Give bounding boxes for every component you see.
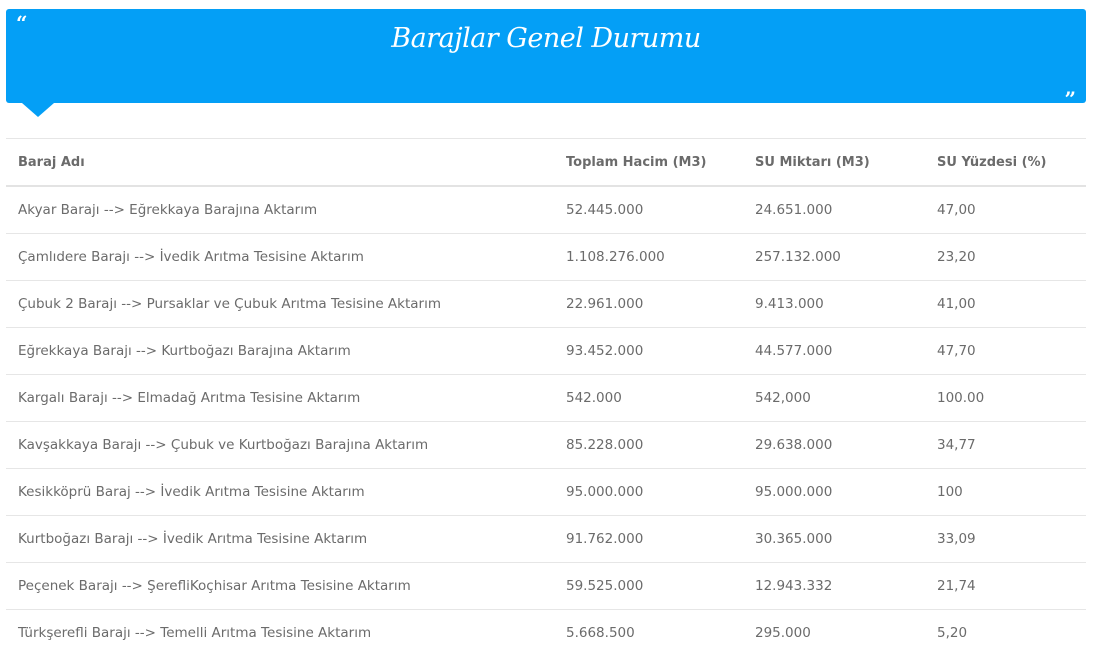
table-row: Çamlıdere Barajı --> İvedik Arıtma Tesis… [6,233,1086,281]
table-row: Çubuk 2 Barajı --> Pursaklar ve Çubuk Ar… [6,280,1086,328]
dam-name-cell: Çamlıdere Barajı --> İvedik Arıtma Tesis… [6,233,554,281]
dam-name-cell: Kesikköprü Baraj --> İvedik Arıtma Tesis… [6,468,554,516]
total-volume-cell: 59.525.000 [554,562,743,610]
water-percent-cell: 100.00 [925,374,1086,422]
water-amount-cell: 9.413.000 [743,280,925,328]
water-percent-cell: 5,20 [937,625,968,641]
water-percent-cell: 41,00 [925,280,1086,328]
column-header-total-volume: Toplam Hacim (M3) [554,138,743,187]
water-percent-cell: 100 [925,468,1086,516]
total-volume-cell: 5.668.500 [566,625,635,641]
total-volume-cell: 542.000 [554,374,743,422]
table-row: Kesikköprü Baraj --> İvedik Arıtma Tesis… [6,468,1086,516]
water-percent-cell: 47,00 [925,186,1086,234]
dam-name-cell: Kargalı Barajı --> Elmadağ Arıtma Tesisi… [6,374,554,422]
column-header-name: Baraj Adı [6,138,554,187]
table-row: Eğrekkaya Barajı --> Kurtboğazı Barajına… [6,327,1086,375]
table-row: Akyar Barajı --> Eğrekkaya Barajına Akta… [6,186,1086,234]
close-quote-icon: ” [1064,87,1076,111]
dams-table: Baraj Adı Toplam Hacim (M3) SU Miktarı (… [6,138,1086,656]
dam-name-cell: Kavşakkaya Barajı --> Çubuk ve Kurtboğaz… [6,421,554,469]
water-amount-cell: 95.000.000 [743,468,925,516]
dam-name-cell: Türkşerefli Barajı --> Temelli Arıtma Te… [18,625,372,641]
water-amount-cell: 257.132.000 [743,233,925,281]
dam-name-cell: Çubuk 2 Barajı --> Pursaklar ve Çubuk Ar… [6,280,554,328]
water-percent-cell: 21,74 [925,562,1086,610]
water-amount-cell: 30.365.000 [743,515,925,563]
water-amount-cell: 24.651.000 [743,186,925,234]
table-row: Kargalı Barajı --> Elmadağ Arıtma Tesisi… [6,374,1086,422]
table-row: Kurtboğazı Barajı --> İvedik Arıtma Tesi… [6,515,1086,563]
table-row: Türkşerefli Barajı --> Temelli Arıtma Te… [6,610,1086,657]
table-row: Peçenek Barajı --> ŞerefliKoçhisar Arıtm… [6,562,1086,610]
dam-name-cell: Peçenek Barajı --> ŞerefliKoçhisar Arıtm… [6,562,554,610]
total-volume-cell: 93.452.000 [554,327,743,375]
total-volume-cell: 52.445.000 [554,186,743,234]
total-volume-cell: 85.228.000 [554,421,743,469]
water-amount-cell: 44.577.000 [743,327,925,375]
water-percent-cell: 33,09 [925,515,1086,563]
column-header-water-amount: SU Miktarı (M3) [743,138,925,187]
water-percent-cell: 34,77 [925,421,1086,469]
water-amount-cell: 29.638.000 [743,421,925,469]
title-banner: “ Barajlar Genel Durumu ” [6,9,1086,109]
water-amount-cell: 542,000 [743,374,925,422]
water-percent-cell: 47,70 [925,327,1086,375]
total-volume-cell: 91.762.000 [554,515,743,563]
dam-name-cell: Kurtboğazı Barajı --> İvedik Arıtma Tesi… [6,515,554,563]
dam-name-cell: Akyar Barajı --> Eğrekkaya Barajına Akta… [6,186,554,234]
total-volume-cell: 95.000.000 [554,468,743,516]
banner-pointer [22,103,54,117]
water-percent-cell: 23,20 [925,233,1086,281]
open-quote-icon: “ [16,11,28,35]
column-header-water-percent: SU Yüzdesi (%) [925,138,1086,187]
dam-name-cell: Eğrekkaya Barajı --> Kurtboğazı Barajına… [6,327,554,375]
total-volume-cell: 22.961.000 [554,280,743,328]
table-header-row: Baraj Adı Toplam Hacim (M3) SU Miktarı (… [6,138,1086,187]
table-row: Kavşakkaya Barajı --> Çubuk ve Kurtboğaz… [6,421,1086,469]
water-amount-cell: 12.943.332 [743,562,925,610]
total-volume-cell: 1.108.276.000 [554,233,743,281]
page-title: Barajlar Genel Durumu [391,23,701,54]
water-amount-cell: 295.000 [755,625,811,641]
